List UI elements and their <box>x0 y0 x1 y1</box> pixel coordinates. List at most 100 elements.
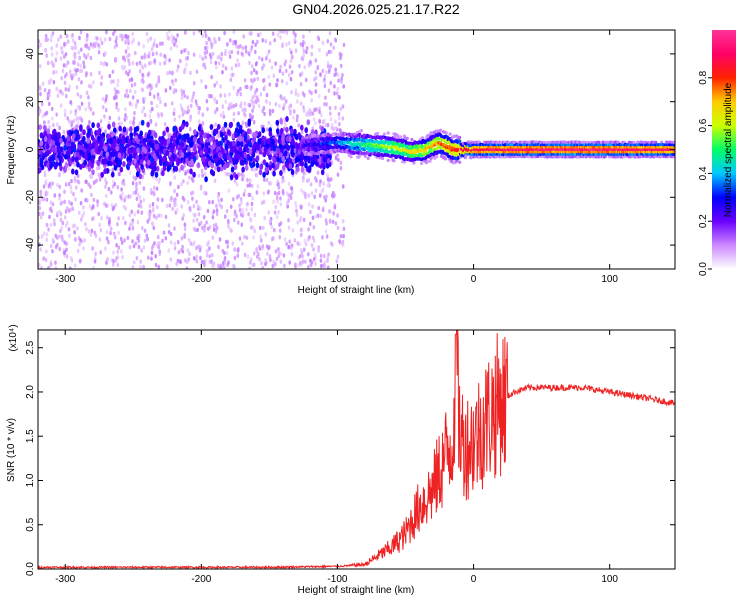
spectrogram-cell <box>166 71 169 76</box>
spectrogram-cell <box>150 156 154 163</box>
spectrogram-cell <box>340 76 343 81</box>
spectrogram-cell <box>138 180 142 185</box>
spectrogram-cell <box>126 46 130 51</box>
spectrogram-cell <box>76 226 79 231</box>
spectrogram-cell <box>146 121 150 128</box>
spectrogram-cell <box>239 86 242 92</box>
spectrogram-cell <box>62 63 66 68</box>
spectrogram-cell <box>261 38 265 43</box>
spectrogram-cell <box>295 212 299 217</box>
spectrogram-cell <box>116 138 121 145</box>
spectrogram-cell <box>171 39 174 44</box>
spectrogram-cell <box>173 246 177 251</box>
spectrogram-cell <box>198 248 202 253</box>
spectrogram-cell <box>128 61 131 67</box>
spectrogram-cell <box>147 255 150 260</box>
spectrogram-cell <box>50 60 54 65</box>
spectrogram-cell <box>271 162 276 169</box>
spectrogram-cell <box>126 235 130 241</box>
spectrogram-cell <box>244 49 248 54</box>
spectrogram-cell <box>159 52 162 57</box>
spectrogram-cell <box>276 128 280 135</box>
spectrogram-cell <box>334 105 337 111</box>
spectrogram-cell <box>287 41 291 46</box>
spectrogram-cell <box>90 192 93 198</box>
spectrogram-cell <box>301 259 305 264</box>
spectrogram-cell <box>324 229 328 234</box>
spectrogram-cell <box>275 119 280 126</box>
spectrogram-cell <box>96 199 99 204</box>
spectrogram-cell <box>216 166 221 173</box>
spectrogram-cell <box>44 257 48 263</box>
spectrogram-cell <box>185 266 189 269</box>
spectrogram-cell <box>185 62 188 67</box>
spectrogram-cell <box>227 260 230 265</box>
spectrogram-cell <box>289 245 293 251</box>
spectrogram-cell <box>318 183 322 188</box>
spectrogram-cell <box>217 123 221 130</box>
spectrogram-cell <box>302 105 305 110</box>
spectrogram-cell <box>141 109 144 114</box>
spectrogram-cell <box>168 70 172 75</box>
spectrogram-cell <box>302 108 306 113</box>
spectrogram-cell <box>177 157 181 164</box>
spectrogram-cell <box>123 238 126 243</box>
spectrogram-cell <box>106 215 109 220</box>
spectrogram-cell <box>267 210 271 215</box>
spectrogram-cell <box>211 235 215 240</box>
spectrogram-cell <box>265 99 268 104</box>
spectrogram-cell <box>252 235 255 240</box>
spectrogram-cell <box>236 153 241 160</box>
spectrogram-cell <box>218 237 222 242</box>
spectrogram-cell <box>76 134 81 141</box>
spectrogram-cell <box>309 59 312 65</box>
spectrogram-cell <box>222 261 225 266</box>
spectrogram-cell <box>323 118 326 124</box>
spectrogram-cell <box>254 42 257 48</box>
spectrogram-cell <box>277 185 281 190</box>
spectrogram-cell <box>53 221 56 227</box>
spectrogram-cell <box>124 70 128 75</box>
spectrogram-cell <box>100 171 104 178</box>
spectrogram-cell <box>117 152 122 159</box>
spectrogram-cell <box>240 222 244 227</box>
spectrogram-cell <box>84 222 87 227</box>
spectrogram-cell <box>362 133 366 137</box>
spectrogram-cell <box>59 228 62 234</box>
spectrogram-cell <box>311 111 315 116</box>
spectrogram-cell <box>302 190 306 195</box>
spectrogram-cell <box>126 72 130 77</box>
spectrogram-cell <box>219 84 222 89</box>
spectrogram-cell <box>76 120 80 126</box>
spectrogram-cell <box>51 237 55 243</box>
spectrogram-cell <box>299 260 302 266</box>
spectrogram-cell <box>170 34 174 39</box>
spectrogram-cell <box>331 219 335 224</box>
spectrogram-cell <box>197 212 201 217</box>
spectrogram-cell <box>82 205 85 210</box>
spectrogram-cell <box>90 228 94 234</box>
spectrogram-cell <box>271 108 275 114</box>
spectrogram-cell <box>390 148 394 152</box>
spectrogram-cell <box>243 133 248 140</box>
spectrogram-cell <box>104 193 108 199</box>
spectrogram-cell <box>72 192 75 197</box>
spectrogram-cell <box>402 160 406 164</box>
spectrogram-cell <box>267 74 271 80</box>
spectrogram-cell <box>183 68 186 74</box>
spectrogram-cell <box>309 182 313 187</box>
spectrogram-cell <box>336 213 339 218</box>
spectrogram-cell <box>326 183 330 188</box>
spectrogram-cell <box>132 37 135 42</box>
spectrogram-cell <box>125 88 128 94</box>
spectrogram-cell <box>290 70 294 75</box>
spectrogram-cell <box>84 179 88 184</box>
spectrogram-cell <box>127 148 131 155</box>
spectrogram-cell <box>299 215 303 221</box>
spectrogram-cell <box>97 211 100 217</box>
spectrogram-cell <box>182 197 186 202</box>
spectrogram-cell <box>177 184 180 190</box>
spectrogram-cell <box>113 87 117 92</box>
spectrogram-cell <box>252 251 256 256</box>
spectrogram-cell <box>58 193 61 198</box>
